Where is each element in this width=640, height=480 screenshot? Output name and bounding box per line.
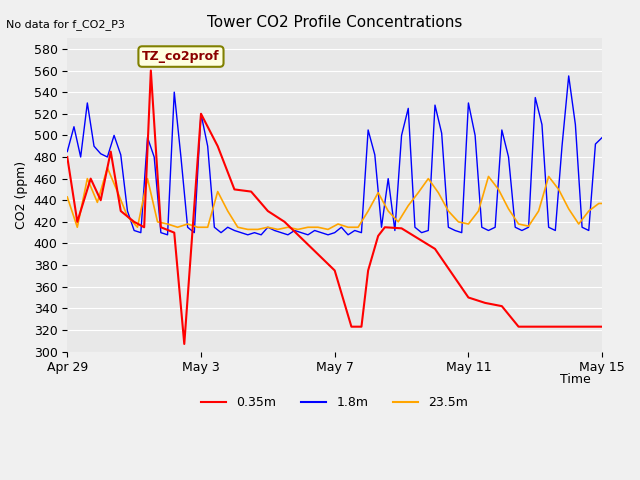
Legend: 0.35m, 1.8m, 23.5m: 0.35m, 1.8m, 23.5m bbox=[196, 391, 473, 414]
Text: TZ_co2prof: TZ_co2prof bbox=[142, 50, 220, 63]
Y-axis label: CO2 (ppm): CO2 (ppm) bbox=[15, 161, 28, 229]
Title: Tower CO2 Profile Concentrations: Tower CO2 Profile Concentrations bbox=[207, 15, 462, 30]
X-axis label: Time: Time bbox=[560, 373, 591, 386]
Text: No data for f_CO2_P3: No data for f_CO2_P3 bbox=[6, 19, 125, 30]
